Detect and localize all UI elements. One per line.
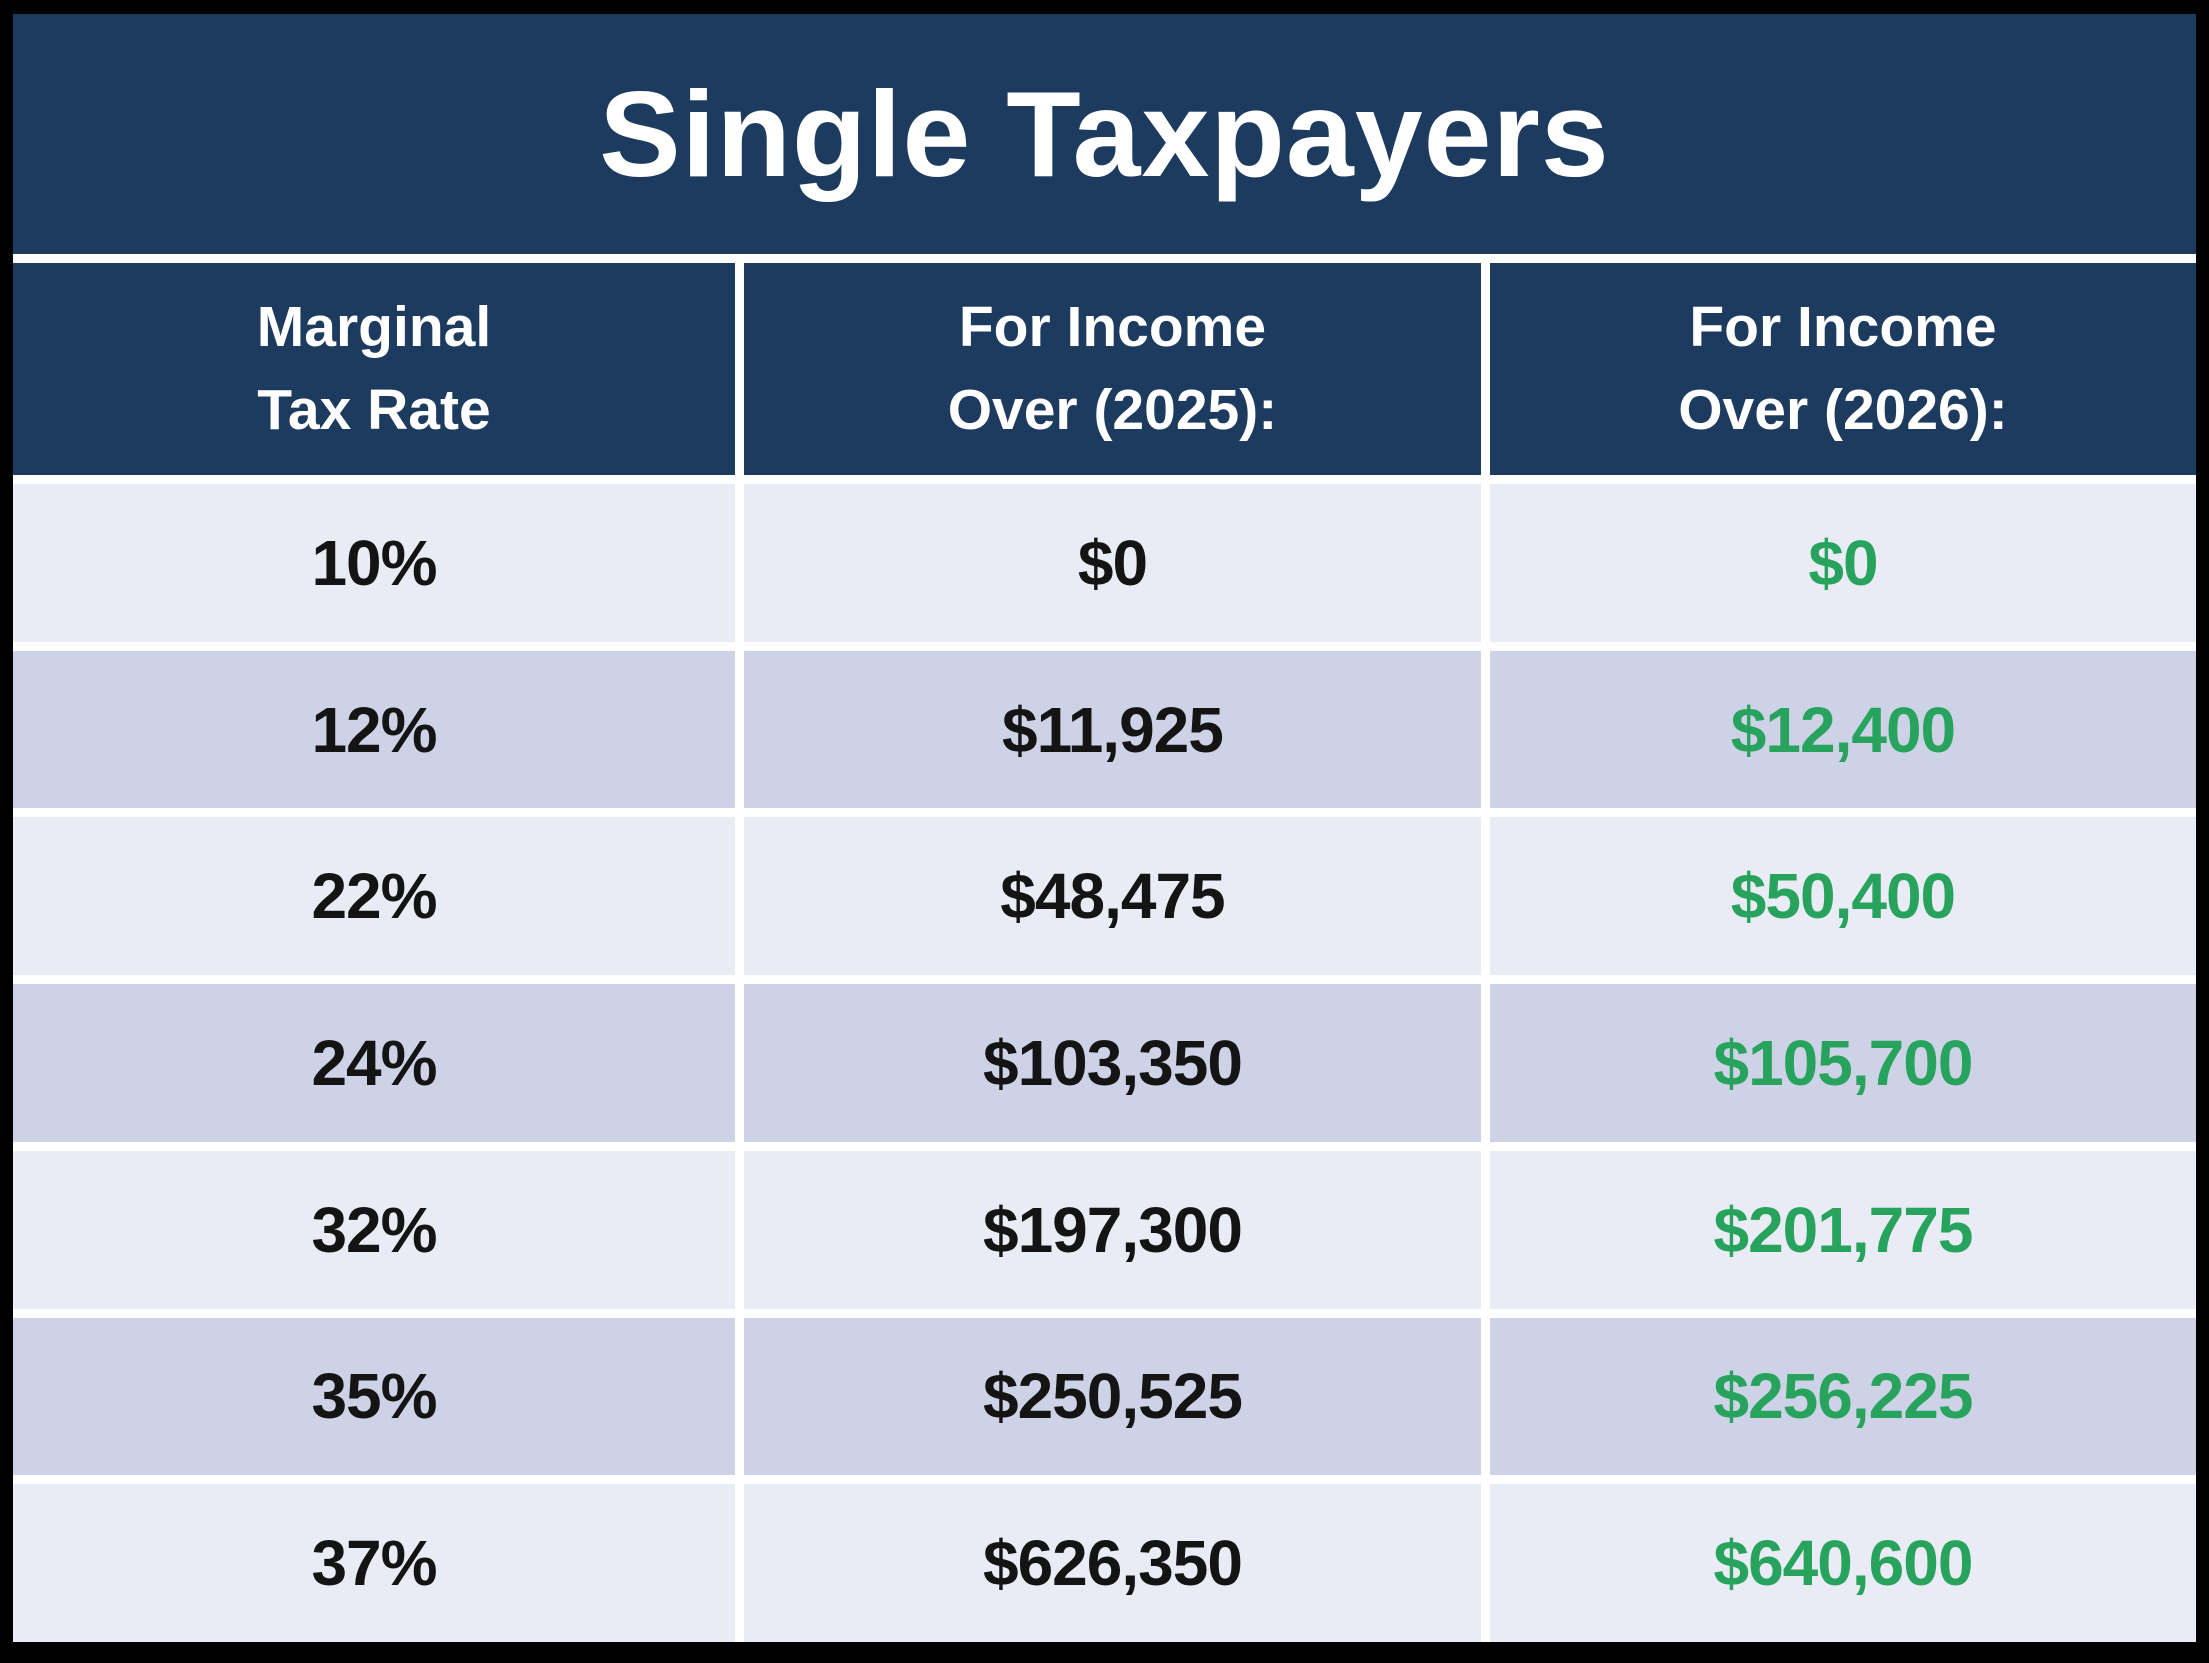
income-2026-cell: $201,775 [1489, 1150, 2196, 1309]
rate-cell: 24% [13, 984, 735, 1142]
column-header-marginal-tax-rate: Marginal Tax Rate [13, 263, 735, 475]
income-2025-cell: $103,350 [743, 984, 1481, 1142]
table-title-bar: Single Taxpayers [13, 14, 2196, 254]
income-2026-cell: $640,600 [1489, 1484, 2196, 1643]
income-2026-cell: $12,400 [1489, 650, 2196, 809]
rate-cell: 22% [13, 817, 735, 976]
rate-cell: 37% [13, 1484, 735, 1643]
table-row: 32% $197,300 $201,775 [13, 1150, 2196, 1309]
income-2025-cell: $0 [743, 484, 1481, 642]
income-2026-cell: $105,700 [1489, 984, 2196, 1142]
table-row: 12% $11,925 $12,400 [13, 650, 2196, 809]
rate-cell: 32% [13, 1150, 735, 1309]
table-row: 37% $626,350 $640,600 [13, 1484, 2196, 1643]
income-2025-cell: $197,300 [743, 1150, 1481, 1309]
table-row: 22% $48,475 $50,400 [13, 817, 2196, 976]
column-header-income-2026: For Income Over (2026): [1489, 263, 2196, 475]
income-2026-cell: $50,400 [1489, 817, 2196, 976]
column-header-income-2025: For Income Over (2025): [743, 263, 1481, 475]
income-2025-cell: $250,525 [743, 1317, 1481, 1476]
rate-cell: 12% [13, 650, 735, 809]
income-2026-cell: $0 [1489, 484, 2196, 642]
table-header-row: Marginal Tax Rate For Income Over (2025)… [13, 263, 2196, 475]
rate-cell: 35% [13, 1317, 735, 1476]
table-row: 35% $250,525 $256,225 [13, 1317, 2196, 1476]
table-row: 24% $103,350 $105,700 [13, 984, 2196, 1142]
income-2025-cell: $48,475 [743, 817, 1481, 976]
tax-table: Single Taxpayers Marginal Tax Rate For I… [13, 14, 2196, 1643]
income-2025-cell: $11,925 [743, 650, 1481, 809]
table-row: 10% $0 $0 [13, 484, 2196, 642]
income-2025-cell: $626,350 [743, 1484, 1481, 1643]
income-2026-cell: $256,225 [1489, 1317, 2196, 1476]
rate-cell: 10% [13, 484, 735, 642]
table-title: Single Taxpayers [599, 66, 1610, 202]
